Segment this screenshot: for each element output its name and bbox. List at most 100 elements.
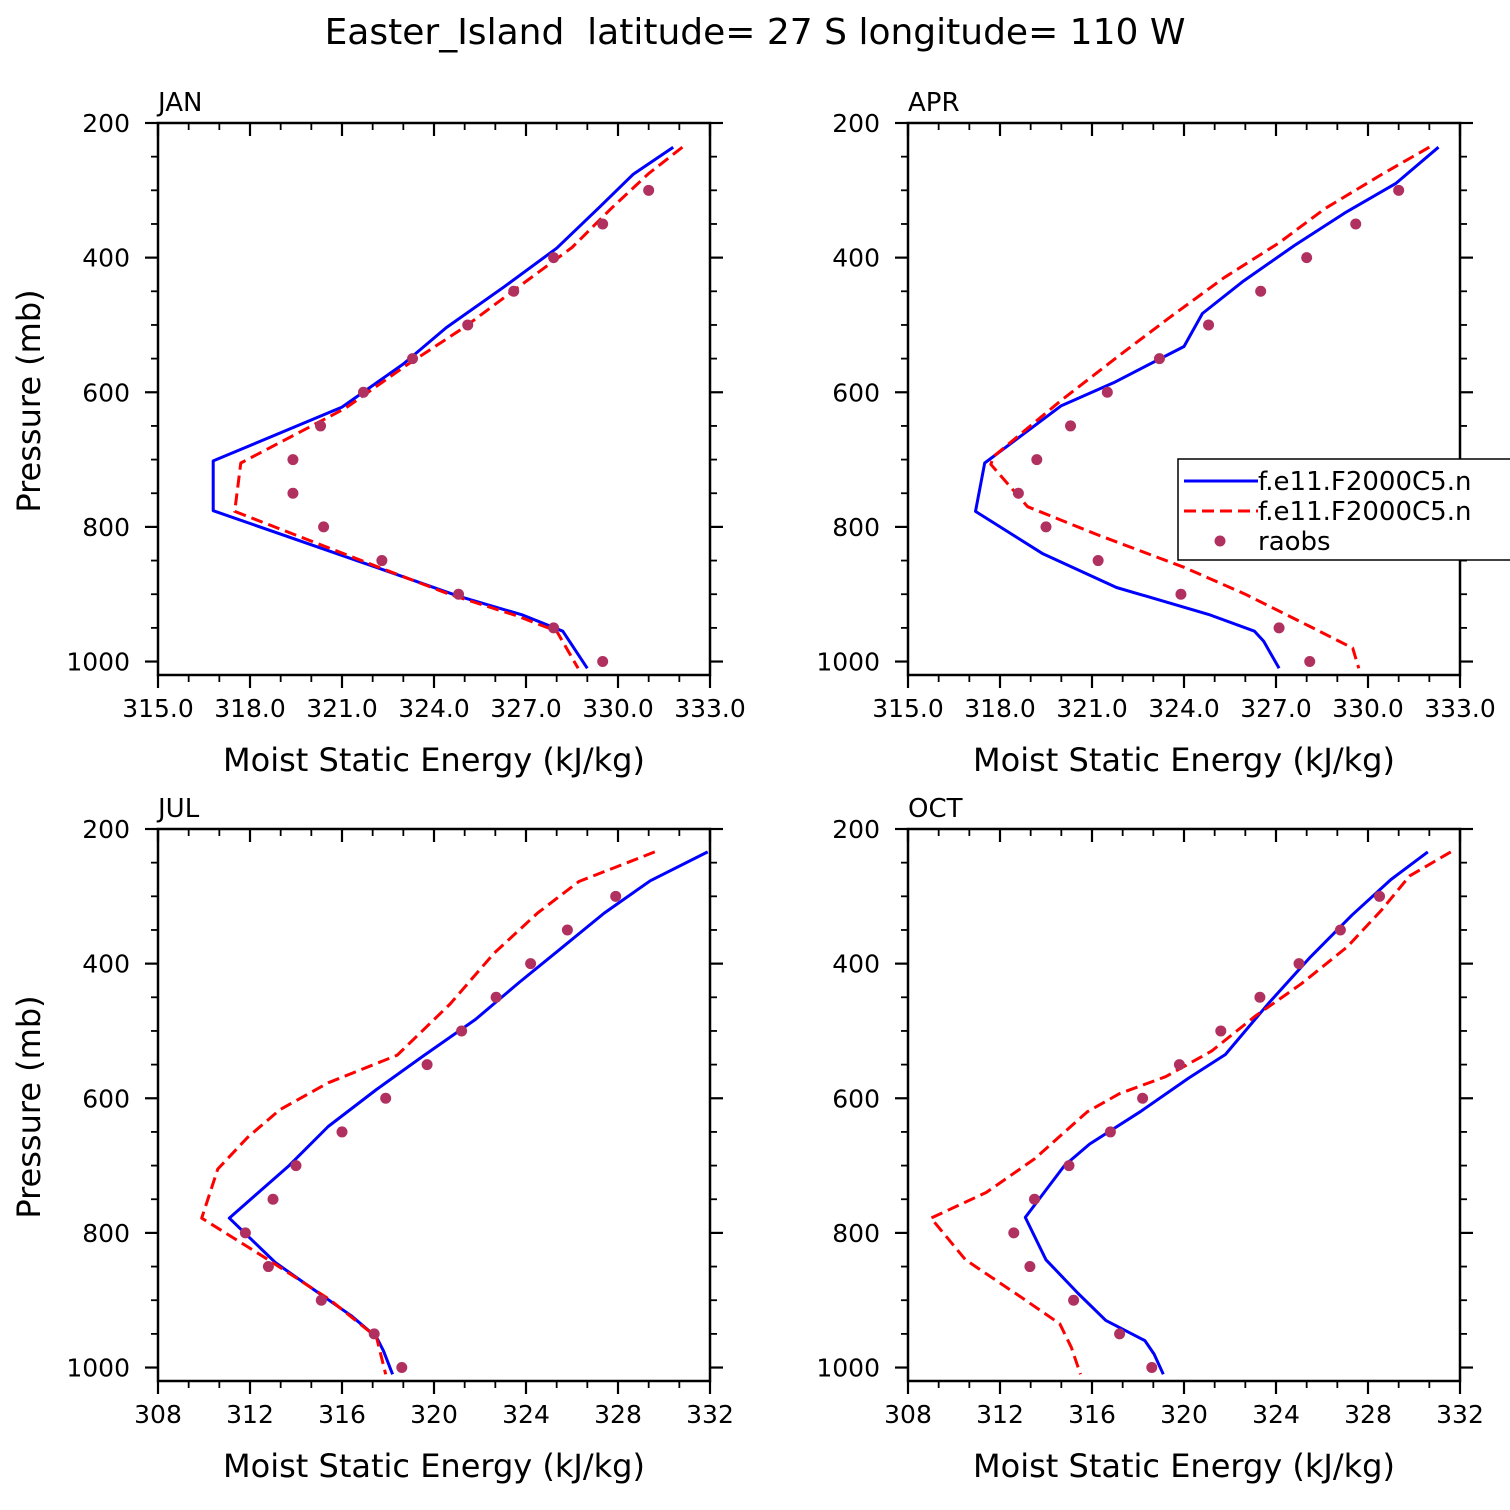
x-tick-label: 312	[226, 1400, 274, 1429]
y-tick-label: 400	[82, 950, 130, 979]
raobs-point	[380, 1092, 392, 1104]
y-tick-label: 600	[832, 1084, 880, 1113]
raobs-point	[597, 656, 609, 668]
raobs-point	[1273, 622, 1285, 634]
raobs-point	[368, 1328, 380, 1340]
panel-label: JUL	[156, 794, 200, 824]
panel-jan: JAN 315.0 318.0 321.0 324.0 327.0 330.0 333.0 20…	[10, 88, 746, 779]
x-axis-label: Moist Static Energy (kJ/kg)	[973, 741, 1395, 779]
x-tick-label: 327.0	[490, 694, 562, 723]
raobs-point	[1293, 958, 1305, 970]
x-tick-label: 318.0	[964, 694, 1036, 723]
raobs-point	[407, 353, 419, 365]
legend-box	[1177, 458, 1510, 561]
x-tick-label: 327.0	[1240, 694, 1312, 723]
x-tick-label: 330.0	[582, 694, 654, 723]
raobs-point	[1374, 890, 1385, 902]
raobs-point	[1350, 218, 1362, 230]
x-tick-label: 321.0	[306, 694, 378, 723]
x-tick-label: 332	[1436, 1400, 1484, 1429]
raobs-point	[1255, 285, 1267, 297]
x-tick-label: 324	[502, 1400, 550, 1429]
raobs-point	[610, 890, 622, 902]
x-tick-label: 328	[594, 1400, 642, 1429]
x-tick-label: 308	[134, 1400, 182, 1429]
x-tick-label: 330.0	[1332, 694, 1404, 723]
raobs-point	[561, 924, 573, 936]
panel-label: APR	[908, 88, 960, 118]
x-tick-label: 328	[1344, 1400, 1392, 1429]
raobs-point	[525, 958, 537, 970]
legend-entry-label: f.e11.F2000C5.n	[1258, 497, 1471, 527]
raobs-point	[456, 1025, 468, 1037]
raobs-point	[1101, 386, 1113, 398]
panel-apr: APR 315.0 318.0 321.0 324.0 327.0 330.0 333.0 20…	[816, 88, 1495, 779]
raobs-point	[315, 1294, 327, 1306]
raobs-point	[1203, 319, 1215, 331]
y-tick-label: 200	[832, 815, 880, 844]
raobs-point	[1012, 487, 1024, 499]
x-tick-label: 316	[1068, 1400, 1116, 1429]
panel-label: JAN	[156, 88, 202, 118]
raobs-point	[490, 991, 502, 1003]
raobs-point	[1173, 1059, 1185, 1071]
y-tick-label: 400	[832, 950, 880, 979]
raobs-point	[287, 487, 299, 499]
raobs-point	[1031, 454, 1043, 466]
x-tick-label: 332	[686, 1400, 734, 1429]
raobs-point	[597, 218, 609, 230]
raobs-point	[1114, 1328, 1126, 1340]
series-line-dashed	[200, 850, 656, 1375]
y-tick-label: 800	[832, 1219, 880, 1248]
raobs-point	[1215, 1025, 1227, 1037]
y-tick-label: 1000	[66, 648, 130, 677]
panel-label: OCT	[908, 794, 963, 824]
x-tick-label: 320	[1160, 1400, 1208, 1429]
raobs-point	[1334, 924, 1346, 936]
y-tick-label: 400	[832, 244, 880, 273]
raobs-point	[1304, 656, 1316, 668]
y-tick-label: 800	[82, 513, 130, 542]
x-axis-label: Moist Static Energy (kJ/kg)	[973, 1447, 1395, 1485]
raobs-point	[1175, 588, 1187, 600]
raobs-point	[1393, 184, 1405, 196]
raobs-point	[1024, 1261, 1036, 1273]
x-tick-label: 333.0	[674, 694, 746, 723]
y-tick-label: 600	[82, 378, 130, 407]
x-tick-label: 324.0	[398, 694, 470, 723]
y-tick-label: 1000	[66, 1354, 130, 1383]
y-tick-label: 600	[832, 378, 880, 407]
panels: JAN 315.0 318.0 321.0 324.0 327.0 330.0 333.0 20…	[10, 88, 1496, 1485]
panel-jul: JUL 308 312 316 320 324 328 332 200 400 600 800 1000…	[10, 794, 734, 1485]
raobs-point	[1065, 420, 1077, 432]
raobs-point	[396, 1362, 408, 1374]
raobs-point	[1008, 1227, 1020, 1239]
raobs-point	[1104, 1126, 1116, 1138]
raobs-point	[1092, 555, 1104, 567]
x-tick-label: 315.0	[872, 694, 944, 723]
raobs-point	[315, 420, 327, 432]
x-tick-label: 308	[884, 1400, 932, 1429]
y-tick-label: 200	[832, 109, 880, 138]
raobs-point	[1146, 1362, 1158, 1374]
raobs-point	[1063, 1160, 1075, 1172]
x-tick-label: 312	[976, 1400, 1024, 1429]
figure-title: Easter_Island latitude= 27 S longitude= …	[325, 12, 1186, 53]
raobs-point	[548, 622, 560, 634]
raobs-point	[1029, 1193, 1040, 1205]
raobs-point	[421, 1059, 433, 1071]
raobs-point	[376, 555, 388, 567]
x-tick-label: 324	[1252, 1400, 1300, 1429]
x-tick-label: 318.0	[214, 694, 286, 723]
y-tick-label: 800	[832, 513, 880, 542]
raobs-point	[287, 454, 299, 466]
panel-oct: OCT 308 312 316 320 324 328 332 200 400 600 800 1000…	[816, 794, 1483, 1485]
raobs-point	[318, 521, 330, 533]
series-line-dashed	[929, 850, 1452, 1375]
raobs-point	[357, 386, 369, 398]
raobs-point	[336, 1126, 348, 1138]
y-tick-label: 200	[82, 815, 130, 844]
plot-frame	[156, 121, 712, 677]
